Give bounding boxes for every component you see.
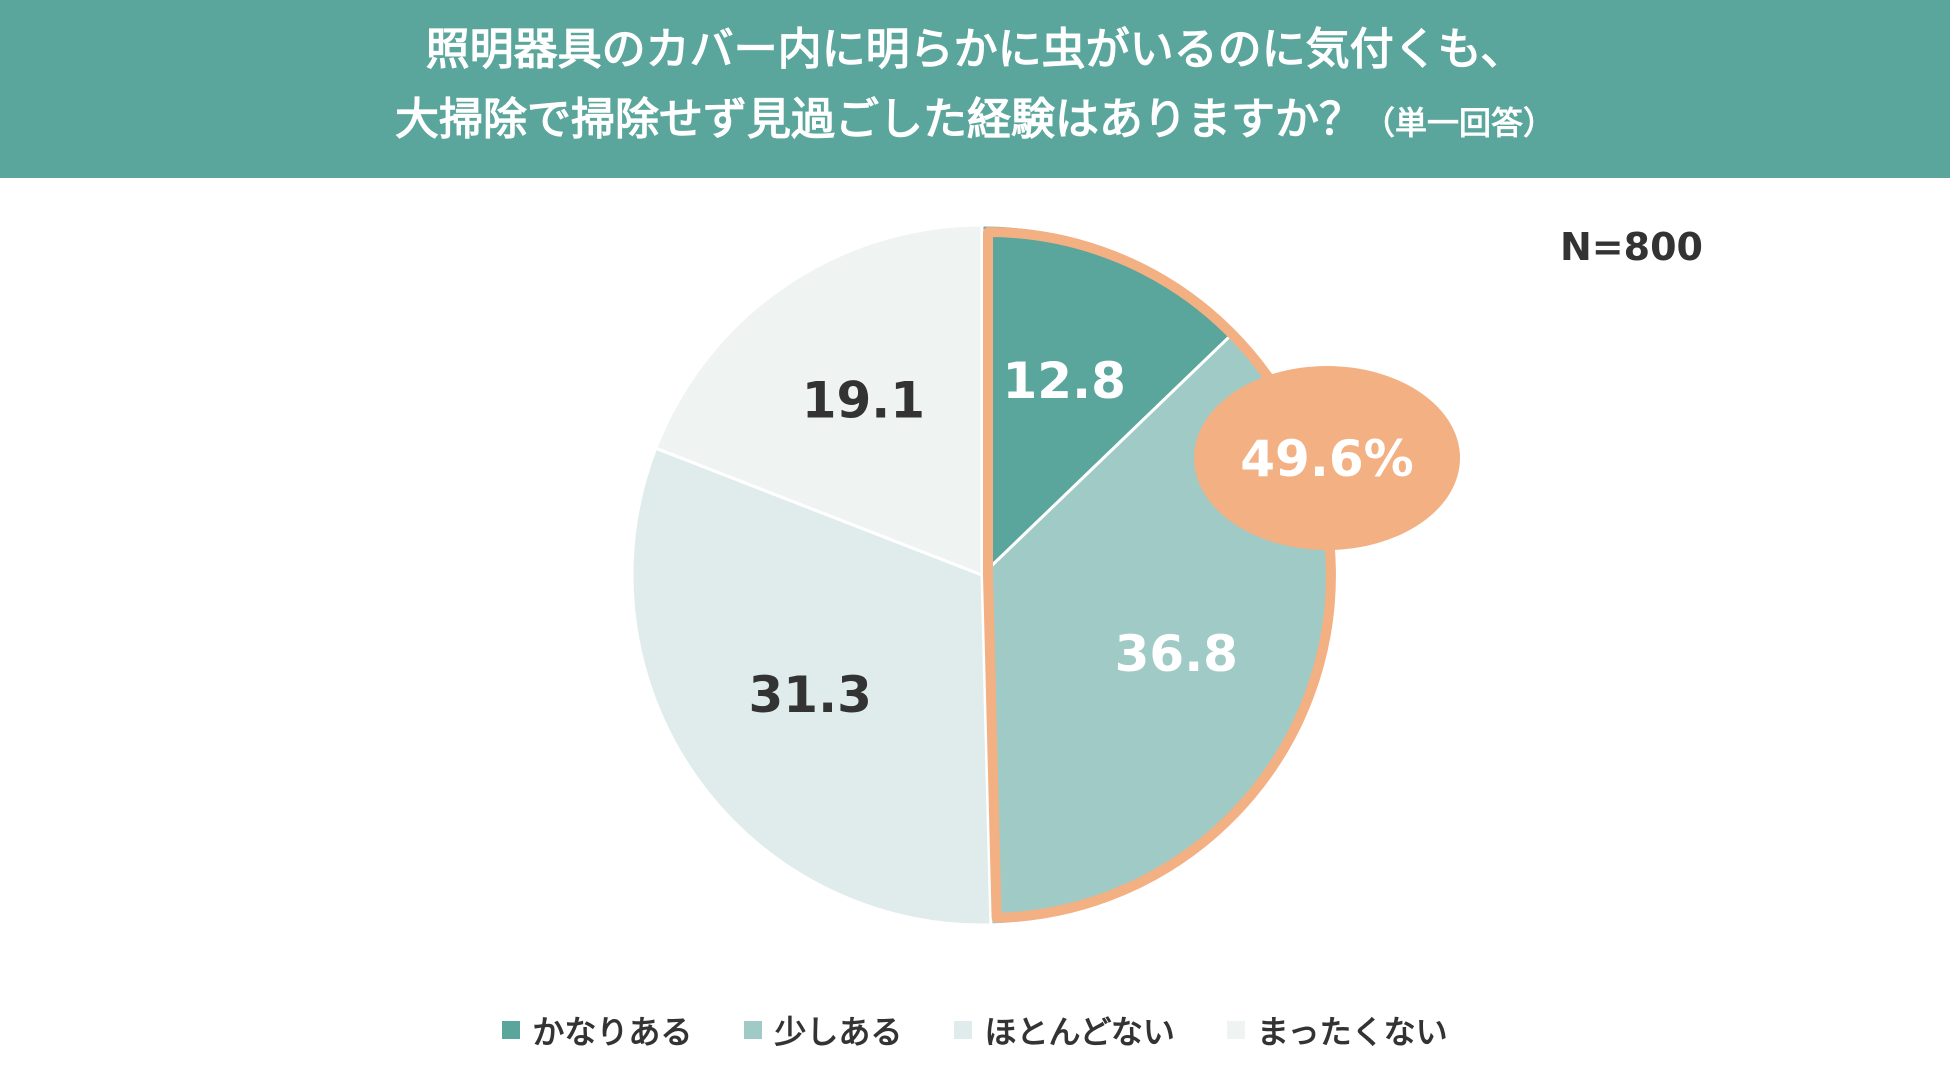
legend-swatch-sukoshi-aru <box>744 1021 763 1039</box>
legend-label-kanari-aru: かなりある <box>532 1013 693 1051</box>
chart-title-line-2-text: 大掃除で掃除せず見過ごした経験はありますか？ <box>394 94 1363 145</box>
chart-title-line-1: 照明器具のカバー内に明らかに虫がいるのに気付くも、 <box>425 24 1525 75</box>
pie-chart: 49.6% 12.8 36.8 31.3 19.1 <box>630 223 1460 927</box>
legend-item-hotondo-nai: ほとんどない <box>954 1007 1175 1053</box>
highlight-group: 49.6% <box>983 227 1460 923</box>
pie-value-label-sukoshi-aru: 36.8 <box>1115 625 1238 683</box>
pie-slice-hotondo-nai <box>630 446 993 927</box>
pie-value-label-mattaku-nai: 19.1 <box>802 372 925 430</box>
legend-swatch-mattaku-nai <box>1226 1021 1245 1039</box>
pie-value-label-hotondo-nai: 31.3 <box>749 666 872 724</box>
chart-title-line-2: 大掃除で掃除せず見過ごした経験はありますか？（単一回答） <box>0 92 1950 151</box>
legend-label-hotondo-nai: ほとんどない <box>984 1013 1175 1051</box>
chart-title-bar: 照明器具のカバー内に明らかに虫がいるのに気付くも、 大掃除で掃除せず見過ごした経… <box>0 0 1950 178</box>
legend-swatch-hotondo-nai <box>954 1021 973 1039</box>
legend-label-sukoshi-aru: 少しある <box>774 1013 903 1051</box>
highlight-total-label: 49.6% <box>1240 430 1413 488</box>
legend-item-sukoshi-aru: 少しある <box>744 1007 902 1053</box>
legend-item-mattaku-nai: まったくない <box>1226 1007 1448 1053</box>
highlight-outline <box>983 227 1336 923</box>
pie-value-label-kanari-aru: 12.8 <box>1003 352 1126 410</box>
chart-legend: かなりある 少しある ほとんどない まったくない <box>0 1008 1950 1052</box>
legend-item-kanari-aru: かなりある <box>502 1007 692 1053</box>
chart-title-note: （単一回答） <box>1362 104 1555 142</box>
legend-label-mattaku-nai: まったくない <box>1256 1013 1448 1051</box>
legend-swatch-kanari-aru <box>502 1021 521 1039</box>
sample-size-label: N=800 <box>1560 225 1703 269</box>
pie-value-labels: 12.8 36.8 31.3 19.1 <box>749 352 1238 724</box>
pie-slice-mattaku-nai <box>653 223 984 578</box>
highlight-bubble <box>1194 366 1460 550</box>
